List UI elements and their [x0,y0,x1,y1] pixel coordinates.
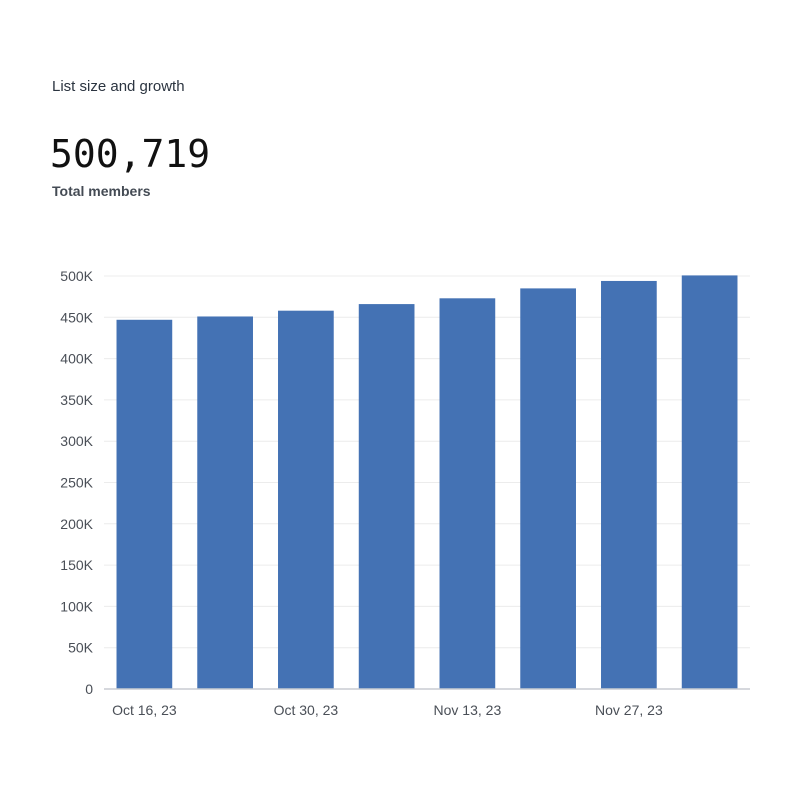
y-tick-label: 450K [60,309,93,325]
y-tick-label: 250K [60,475,93,491]
y-tick-label: 200K [60,516,93,532]
y-tick-label: 350K [60,392,93,408]
total-members-value: 500,719 [50,132,211,176]
bar [358,304,415,689]
bar [601,280,657,689]
total-members-label: Total members [52,183,151,199]
x-tick-label: Oct 16, 23 [112,702,177,718]
bar [197,316,253,689]
y-tick-label: 100K [60,598,93,614]
chart-title: List size and growth [52,78,185,95]
x-tick-label: Nov 13, 23 [434,702,502,718]
y-tick-label: 50K [68,640,94,656]
bar [116,319,173,689]
x-tick-label: Nov 27, 23 [595,702,663,718]
x-tick-label: Oct 30, 23 [274,702,339,718]
y-tick-label: 0 [85,681,93,697]
y-tick-label: 400K [60,351,93,367]
y-tick-label: 150K [60,557,93,573]
bar [278,310,334,689]
bar [520,288,576,689]
bar [439,298,496,689]
bar [681,275,738,689]
y-tick-label: 500K [60,268,93,284]
y-tick-label: 300K [60,433,93,449]
